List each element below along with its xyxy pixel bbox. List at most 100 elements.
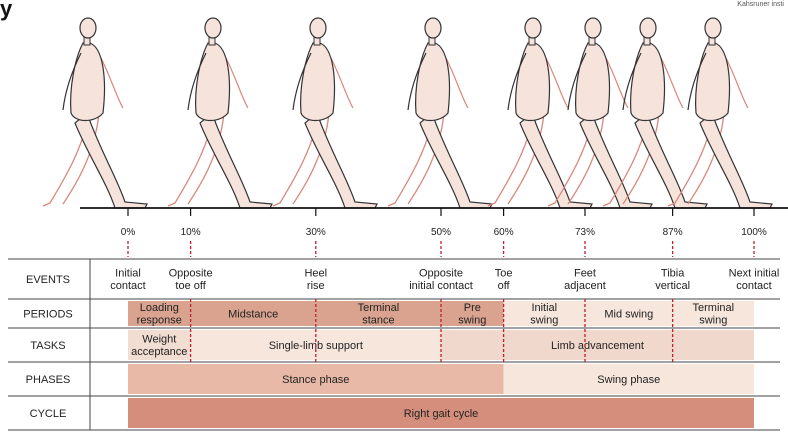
back-arm <box>330 57 354 109</box>
cycle-label: Right gait cycle <box>404 408 479 420</box>
task-label: acceptance <box>131 346 187 358</box>
back-leg <box>407 112 445 205</box>
event-label: Opposite <box>419 268 463 280</box>
period-band <box>315 301 441 326</box>
back-arm <box>545 57 569 109</box>
front-leg <box>634 111 708 209</box>
percent-label: 100% <box>741 227 767 238</box>
period-label: Terminal <box>693 302 735 314</box>
phase-band <box>128 364 504 394</box>
row-label-periods: PERIODS <box>23 309 73 321</box>
head <box>639 17 657 39</box>
torso <box>300 42 336 122</box>
period-label: Midstance <box>228 308 278 320</box>
task-label: Weight <box>142 334 176 346</box>
row-label-events: EVENTS <box>26 274 70 286</box>
event-label: Feet <box>574 268 596 280</box>
event-label: adjacent <box>564 280 606 292</box>
torso <box>70 42 106 122</box>
event-label: initial contact <box>409 280 473 292</box>
front-arm <box>687 52 707 111</box>
back-arm <box>445 57 469 109</box>
event-label: contact <box>110 280 145 292</box>
event-label: rise <box>307 280 325 292</box>
walking-figure <box>487 17 593 209</box>
torso <box>575 42 611 122</box>
period-label: Mid swing <box>604 308 653 320</box>
walking-figure <box>167 17 273 209</box>
walking-figure <box>387 17 493 209</box>
period-band <box>128 301 191 326</box>
cycle-band <box>128 398 754 428</box>
back-leg <box>187 112 225 205</box>
row-label-phases: PHASES <box>26 374 71 386</box>
front-arm <box>292 52 312 111</box>
row-labels: EVENTS PERIODS TASKS PHASES CYCLE <box>23 274 73 420</box>
event-label: Initial <box>115 268 141 280</box>
phase-label: Stance phase <box>282 374 349 386</box>
head <box>704 17 722 39</box>
percent-label: 0% <box>121 227 136 238</box>
head <box>524 17 542 39</box>
walking-figure <box>667 17 773 209</box>
front-arm <box>567 52 587 111</box>
row-label-cycle: CYCLE <box>30 408 67 420</box>
front-leg <box>304 111 378 209</box>
task-band <box>441 330 754 360</box>
back-arm <box>100 57 124 109</box>
back-leg <box>292 112 330 205</box>
event-label: Next initial <box>729 268 780 280</box>
period-label: swing <box>458 315 486 327</box>
period-band <box>503 301 585 326</box>
period-label: Pre <box>464 302 481 314</box>
event-label: contact <box>736 280 771 292</box>
front-arm <box>507 52 527 111</box>
head <box>424 17 442 39</box>
back-leg <box>687 112 725 205</box>
percent-label: 50% <box>431 227 451 238</box>
front-arm <box>622 52 642 111</box>
front-arm <box>187 52 207 111</box>
event-label: Tibia <box>661 268 685 280</box>
row-label-tasks: TASKS <box>30 340 65 352</box>
walking-figure <box>42 17 148 209</box>
back-arm <box>605 57 629 109</box>
front-leg <box>199 111 273 209</box>
logo-fragment: y <box>0 0 13 21</box>
period-label: Initial <box>531 302 557 314</box>
torso <box>695 42 731 122</box>
back-arm <box>660 57 684 109</box>
head <box>309 17 327 39</box>
period-label: swing <box>530 315 558 327</box>
torso <box>195 42 231 122</box>
percent-label: 30% <box>306 227 326 238</box>
torso <box>415 42 451 122</box>
back-arm <box>725 57 749 109</box>
front-arm <box>62 52 82 111</box>
event-label: vertical <box>655 280 690 292</box>
front-leg <box>419 111 493 209</box>
back-leg <box>567 112 605 205</box>
period-label: stance <box>362 315 394 327</box>
period-band <box>584 301 673 326</box>
walking-figure <box>272 17 378 209</box>
back-leg <box>622 112 660 205</box>
percent-label: 10% <box>181 227 201 238</box>
phase-label: Swing phase <box>597 374 660 386</box>
back-leg <box>62 112 100 205</box>
front-leg <box>699 111 773 209</box>
period-band <box>672 301 754 326</box>
walking-figure <box>602 17 708 209</box>
back-arm <box>225 57 249 109</box>
gait-table: LoadingresponseMidstanceTerminalstancePr… <box>8 258 780 431</box>
period-label: Loading <box>140 302 179 314</box>
timeline-axis: 0% 10% 30% 50% 60% 73% 87% 100% <box>80 207 788 257</box>
head <box>79 17 97 39</box>
watermark-text: Kahsruner insti <box>737 1 784 8</box>
period-band <box>190 301 316 326</box>
head <box>204 17 222 39</box>
percent-label: 60% <box>494 227 514 238</box>
event-label: Opposite <box>169 268 213 280</box>
period-label: swing <box>699 315 727 327</box>
